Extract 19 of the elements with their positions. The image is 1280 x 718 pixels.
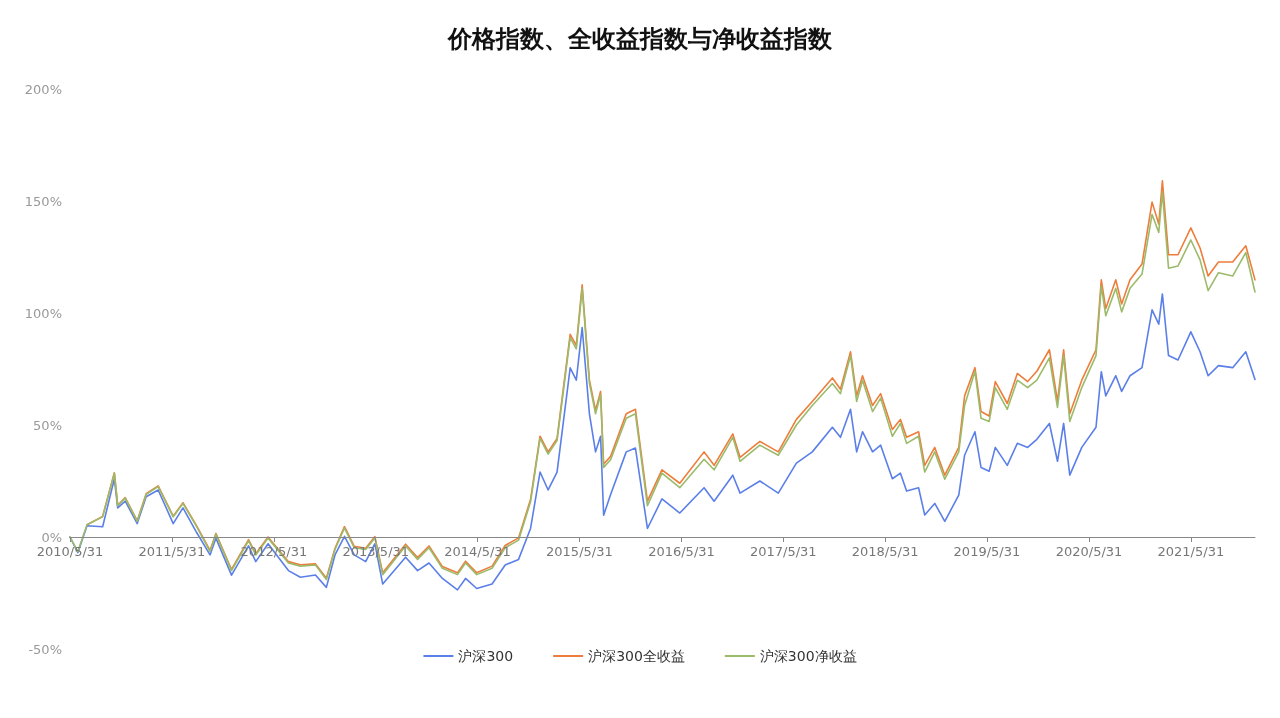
y-tick-label: 150% [24,193,62,209]
x-tick-label: 2016/5/31 [648,544,715,559]
legend-label: 沪深300全收益 [588,648,685,664]
x-tick-label: 2021/5/31 [1157,544,1225,559]
y-tick-label: -50% [28,641,62,657]
legend-label: 沪深300 [458,648,514,664]
x-tick-label: 2020/5/31 [1055,544,1123,559]
x-tick-label: 2010/5/31 [36,544,104,559]
x-tick-label: 2015/5/31 [546,544,613,559]
y-tick-label: 200% [24,81,62,97]
y-tick-label: 0% [41,529,62,545]
x-tick-label: 2018/5/31 [851,544,919,559]
x-tick-label: 2011/5/31 [138,544,206,559]
x-tick-label: 2017/5/31 [749,544,817,559]
y-tick-label: 100% [24,305,62,321]
y-tick-label: 50% [33,417,62,433]
legend-label: 沪深300净收益 [759,648,857,664]
x-tick-label: 2019/5/31 [953,544,1021,559]
chart-title: 价格指数、全收益指数与净收益指数 [447,25,833,53]
